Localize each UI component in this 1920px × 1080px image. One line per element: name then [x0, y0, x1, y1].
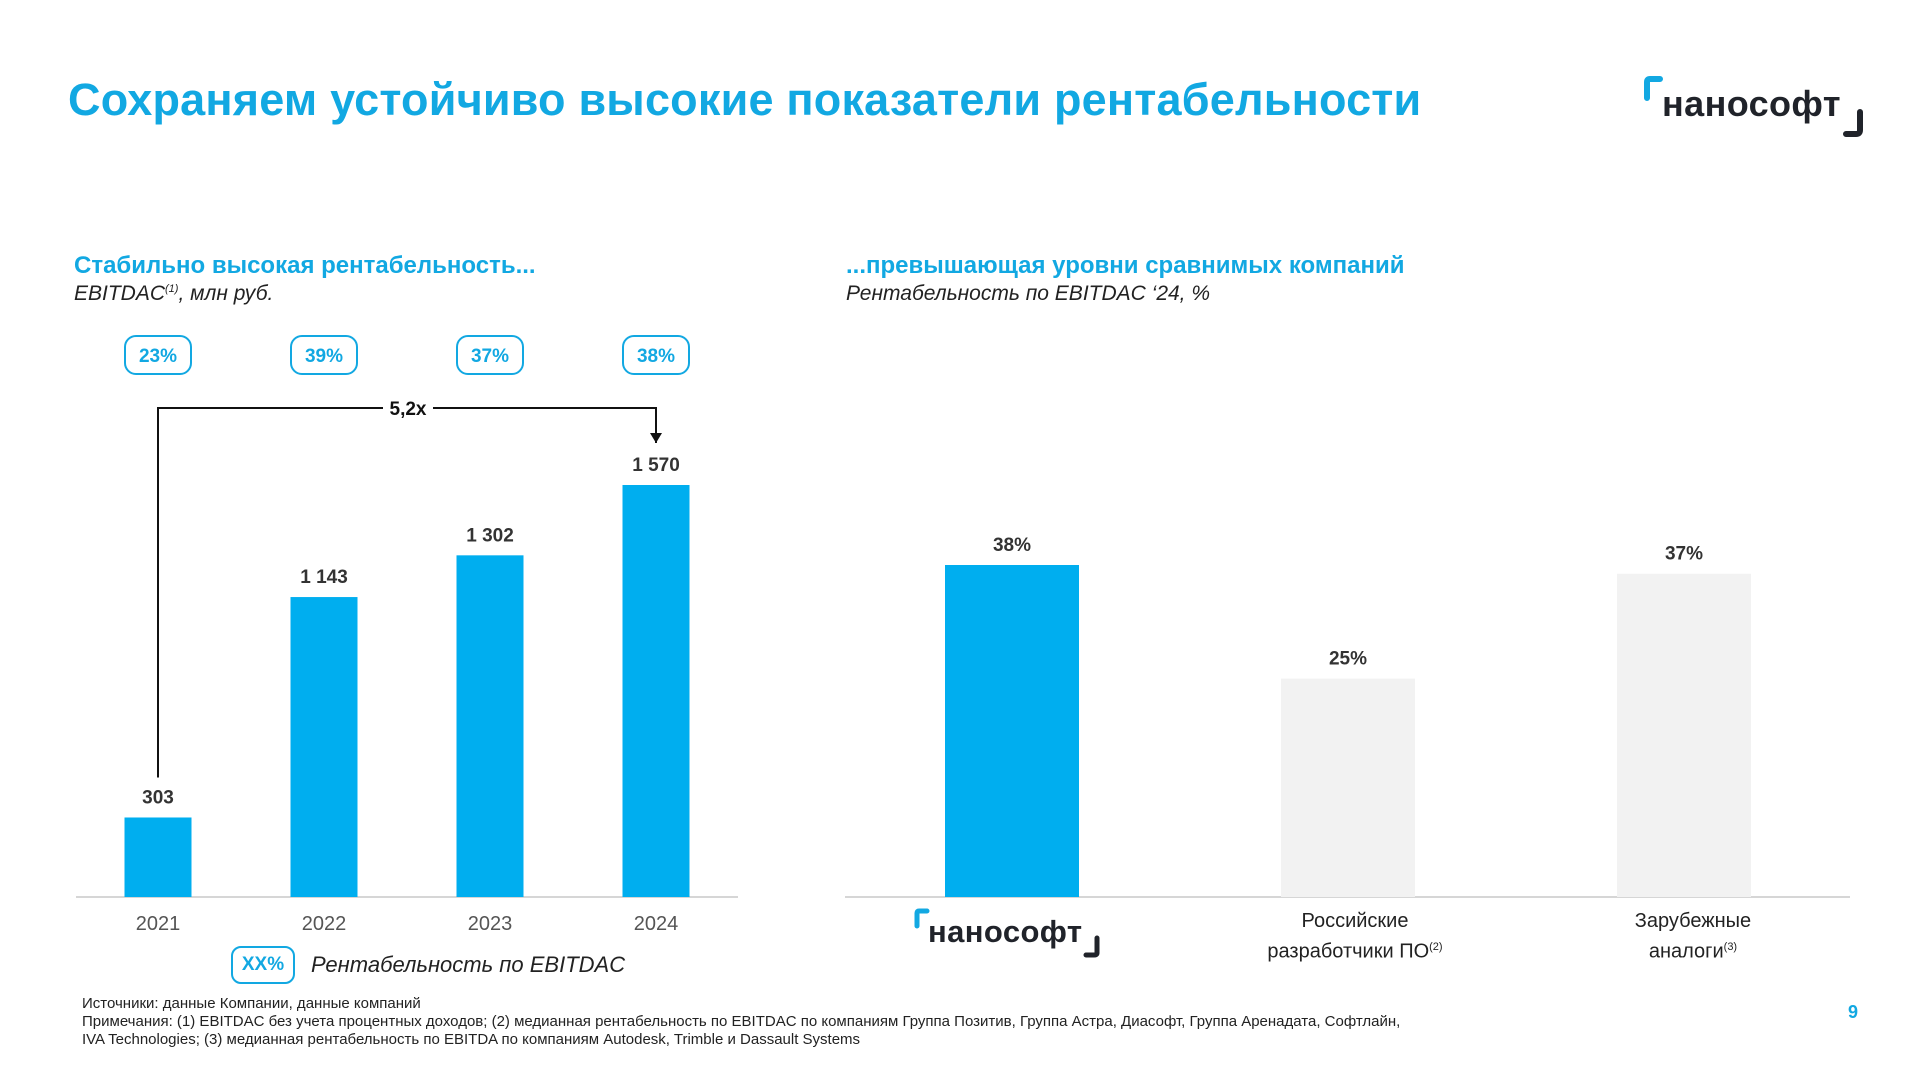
category-logo: нанософт: [914, 908, 1102, 958]
logo-text: нанософт: [928, 914, 1083, 949]
left-section-subtitle: EBITDAC(1), млн руб.: [74, 282, 273, 306]
margin-label-2023: 37%: [471, 346, 509, 367]
left-section-title: Стабильно высокая рентабельность...: [74, 252, 536, 279]
company-logo: нанософт: [1644, 76, 1866, 138]
margin-label-2024: 38%: [637, 346, 675, 367]
tick-label-2024: 2024: [634, 913, 679, 935]
data-label-category-0: 38%: [993, 535, 1031, 556]
data-label-2023: 1 302: [466, 525, 514, 546]
data-label-2024: 1 570: [632, 455, 680, 476]
tick-label-2023: 2023: [468, 913, 513, 935]
page-number: 9: [1848, 1002, 1859, 1022]
category-label-foreign: Зарубежные аналоги(3): [1563, 908, 1823, 965]
margin-badge-2023: [456, 335, 524, 375]
bar-2022: [290, 597, 358, 897]
page-title: Сохраняем устойчиво высокие показатели р…: [68, 74, 1422, 125]
footnotes: Источники: данные Компании, данные компа…: [82, 995, 1682, 1049]
right-section-subtitle: Рентабельность по EBITDAC ‘24, %: [846, 282, 1211, 305]
right-bar-chart: 38% 25% 37%: [845, 535, 1850, 898]
left-bar-chart: 303 2021 23% 1 143 2022 39% 1 302 2023 37% 1 570 2…: [76, 335, 738, 935]
tick-label-2022: 2022: [302, 913, 347, 935]
growth-arrow-icon: [650, 433, 662, 443]
category-label-line: Российские: [1301, 910, 1409, 932]
bar-2023: [456, 555, 524, 897]
footnote-notes: Примечания: (1) EBITDAC без учета процен…: [82, 1013, 1401, 1030]
footnote-sources: Источники: данные Компании, данные компа…: [82, 995, 421, 1012]
growth-bracket-left: [157, 407, 383, 778]
right-section-title: ...превышающая уровни сравнимых компаний: [846, 252, 1405, 279]
margin-badge-2021: [124, 335, 192, 375]
margin-badge-2022: [290, 335, 358, 375]
growth-bracket-right: [433, 407, 657, 443]
tick-label-2021: 2021: [136, 913, 181, 935]
margin-badge-2024: [622, 335, 690, 375]
logo-bracket-icon: [1644, 76, 1863, 137]
left-subtitle-rest: , млн руб.: [178, 282, 274, 305]
left-subtitle-sup: (1): [165, 283, 179, 295]
bar-category-0: [945, 565, 1079, 897]
bar-2021: [124, 817, 192, 897]
legend-text: Рентабельность по EBITDAC: [311, 952, 626, 977]
data-label-category-2: 37%: [1665, 544, 1703, 565]
logo-bracket-icon: [914, 908, 1100, 958]
data-label-category-1: 25%: [1329, 649, 1367, 670]
bar-2024: [622, 485, 690, 897]
left-subtitle-main: EBITDAC: [74, 282, 166, 305]
margin-label-2022: 39%: [305, 346, 343, 367]
footnote-notes-cont: IVA Technologies; (3) медианная рентабел…: [82, 1031, 861, 1048]
bar-category-2: [1617, 573, 1751, 897]
category-label-line: Зарубежные: [1634, 910, 1752, 932]
legend-box: XX%: [231, 946, 295, 984]
category-label-line: разработчики ПО(2): [1267, 940, 1443, 963]
category-label-russian: Российские разработчики ПО(2): [1225, 908, 1485, 965]
category-label-line: аналоги(3): [1648, 940, 1738, 963]
growth-label: 5,2x: [390, 399, 427, 420]
bar-category-1: [1281, 678, 1415, 897]
logo-text: нанософт: [1662, 83, 1841, 124]
data-label-2022: 1 143: [300, 567, 348, 588]
data-label-2021: 303: [142, 787, 174, 808]
margin-label-2021: 23%: [139, 346, 177, 367]
